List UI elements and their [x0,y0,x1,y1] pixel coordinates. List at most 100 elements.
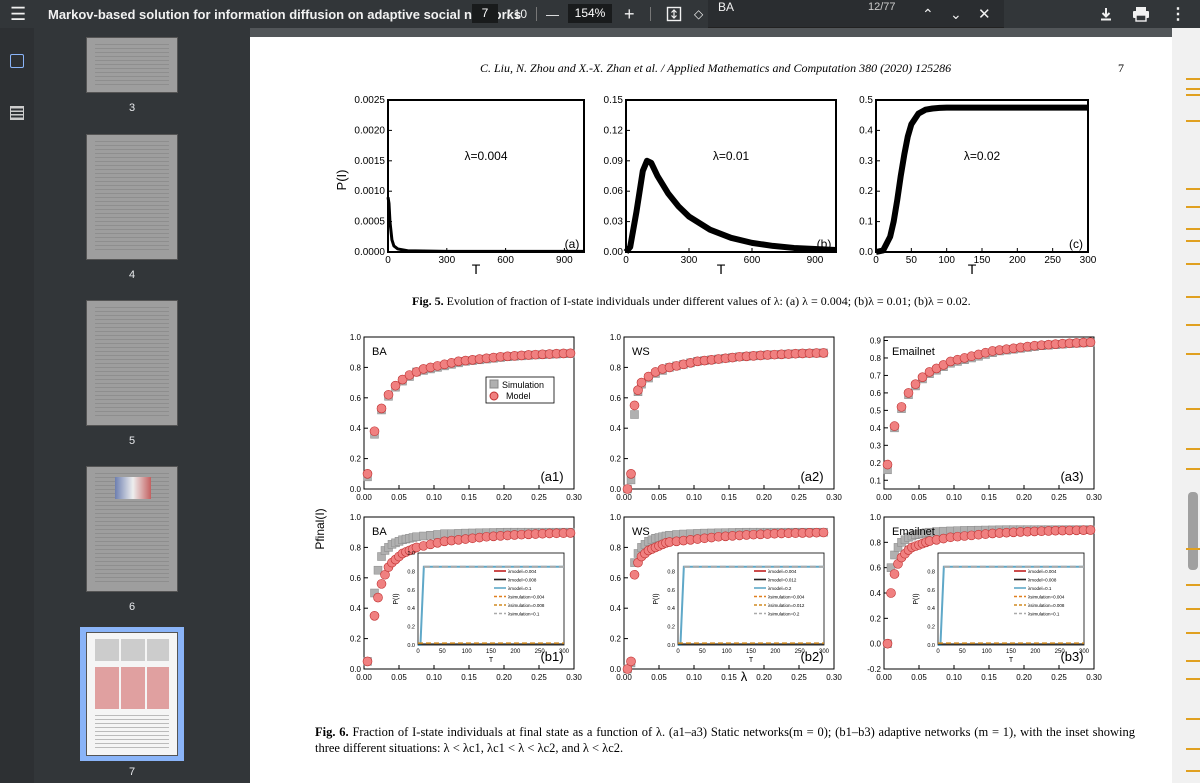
inset-legend-label: λmodel=0.004 [508,569,537,574]
find-match-count: 12/77 [868,1,896,13]
inset-x-tick-label: 250 [535,649,546,655]
page-thumbnail[interactable] [86,37,178,93]
figure-6-y-axis-label: Pfinal(I) [313,508,327,549]
x-tick-label: 0.10 [946,493,962,502]
zoom-level-input[interactable]: 154% [568,4,612,23]
inset-legend-label: λsimulation=0.004 [1028,595,1065,600]
x-tick-label: 0.20 [756,673,772,682]
figure-5-caption: Fig. 5. Evolution of fraction of I-state… [412,294,971,309]
y-tick-label: 0.09 [604,156,624,167]
page-thumbnail[interactable] [86,134,178,260]
fit-page-icon[interactable] [666,0,682,28]
inset-legend-label: λsimulation=0.004 [768,595,805,600]
download-icon[interactable] [1098,0,1114,28]
inset-x-tick-label: 50 [439,649,446,655]
x-tick-label: 100 [938,255,955,266]
x-tick-label: 0.10 [946,673,962,682]
x-tick-label: 300 [438,255,455,266]
inset-y-axis-label: P(I) [393,593,400,604]
inset-x-tick-label: 0 [676,649,680,655]
document-title: Markov-based solution for information di… [48,6,522,22]
page-number: 7 [1118,61,1124,75]
menu-icon[interactable]: ☰ [10,3,27,24]
search-hit-marker [1186,770,1200,772]
inset-legend-label: λsimulation=0.008 [508,603,545,608]
find-input[interactable]: BA [718,0,735,14]
model-point [910,379,921,389]
search-hit-marker [1186,448,1200,450]
vertical-scrollbar[interactable] [1172,28,1200,783]
figure-6-caption: Fig. 6. Fraction of I-state individuals … [315,724,1135,756]
search-hit-marker [1186,296,1200,298]
model-point [390,380,401,391]
figure-6: 0.00.20.40.60.81.00.00 0.05 0.10 0.15 0.20 0.… [313,333,1102,684]
x-tick-label: 0.15 [721,673,737,682]
x-tick-label: 0 [873,255,879,266]
search-hit-marker [1186,206,1200,208]
x-tick-label: 0.25 [531,493,547,502]
more-options-icon[interactable]: ⋮ [1170,6,1186,23]
y-tick-label: 0.8 [350,543,362,552]
search-hit-marker [1186,584,1200,586]
inset-y-tick-label: 0.2 [667,625,675,631]
chart-panel: 0.00.20.40.60.81.00.00 0.05 0.10 0.15 0.20 0.… [350,513,582,682]
divider [650,7,651,21]
inset-x-tick-label: 300 [559,649,570,655]
x-tick-label: 0.20 [1016,673,1032,682]
x-tick-label: 0.25 [1051,673,1067,682]
inset-y-tick-label: 0.4 [407,606,415,612]
page-thumbnail-current[interactable] [86,632,178,756]
inset-chart: 0.0 0.2 0.4 0.6 0.8 0 50 100 150 200 250 300 T P(I) λm… [913,552,1090,664]
model-point [818,527,829,538]
y-tick-label: 0.4 [350,424,362,433]
y-tick-label: 0.9 [870,336,882,345]
model-point [886,588,896,598]
scrollbar-thumb[interactable] [1188,492,1198,570]
y-tick-label: 0.2 [859,186,873,197]
x-tick-label: 0.30 [826,673,842,682]
page-thumbnail[interactable] [86,300,178,426]
model-point [889,421,900,431]
inset-legend-label: λmodel=0.008 [508,578,537,583]
figure-5-caption-text: Evolution of fraction of I-state individ… [446,294,971,308]
rotate-icon[interactable]: ◇ [694,7,704,21]
model-point [369,610,380,621]
inset-x-axis-label: T [489,657,494,664]
x-tick-label: 0.30 [826,493,842,502]
page-number-input[interactable]: 7 [472,4,498,23]
y-tick-label: 0.8 [870,354,882,363]
y-tick-label: 0.4 [870,589,882,598]
figure-6-caption-label: Fig. 6. [315,725,349,739]
page-thumbnail[interactable] [86,466,178,592]
chart-panel: 0.00.20.40.60.81.00.00 0.05 0.10 0.15 0.20 0.… [610,333,842,502]
series-line [623,157,837,254]
find-bar: BA 12/77 ⌃ ⌄ ✕ [708,0,1004,28]
search-hit-marker [1186,608,1200,610]
y-tick-label: 0.6 [870,389,882,398]
find-previous-icon[interactable]: ⌃ [922,5,934,22]
y-tick-label: 0.03 [604,217,624,228]
x-tick-label: 250 [1044,255,1061,266]
thumbnails-view-icon[interactable] [10,54,24,68]
zoom-in-button[interactable]: + [624,3,635,24]
inset-x-tick-label: 100 [462,649,473,655]
y-tick-label: 0.8 [610,363,622,372]
y-tick-label: 0.2 [350,455,362,464]
outline-view-icon[interactable] [10,106,24,120]
print-icon[interactable] [1132,0,1150,28]
x-tick-label: 200 [1009,255,1026,266]
y-tick-label: 0.2 [870,459,882,468]
find-close-icon[interactable]: ✕ [978,6,991,23]
y-tick-label: 0.3 [859,156,873,167]
model-point [636,377,647,388]
chart-panel: 0.1 0.2 0.3 0.4 0.5 0.6 0.7 0.8 0.9 0.00 0.05 0.10 0… [870,336,1102,502]
model-point [818,348,829,358]
y-tick-label: 0.0000 [354,247,385,258]
zoom-out-button[interactable]: — [546,6,559,22]
y-tick-label: 1.0 [350,513,362,522]
search-hit-marker [1186,660,1200,662]
find-next-icon[interactable]: ⌄ [950,5,962,22]
panel-label: (b2) [800,649,823,664]
x-tick-label: 0.20 [496,493,512,502]
scroll-up-icon[interactable] [1174,36,1198,48]
